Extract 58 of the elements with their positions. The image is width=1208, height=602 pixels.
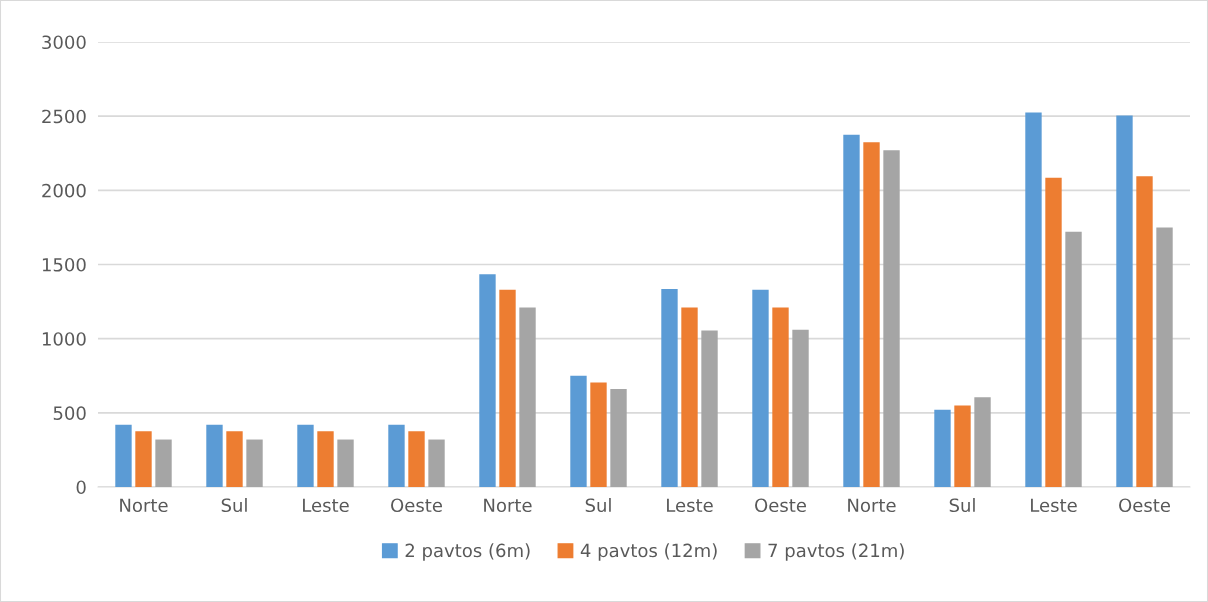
x-tick-label: Sul [949, 498, 975, 513]
bar [246, 439, 263, 487]
bar [206, 424, 223, 487]
x-tick-label: Oeste [1119, 498, 1170, 513]
bar [843, 134, 860, 487]
y-tick-label: 1000 [42, 332, 86, 346]
bar [681, 307, 698, 487]
x-tick-label: Oeste [755, 498, 806, 513]
y-tick-label: 500 [53, 406, 86, 420]
bar [1065, 231, 1082, 487]
bar [954, 405, 971, 487]
bar [1156, 227, 1173, 487]
bar [297, 424, 314, 487]
bar [590, 382, 607, 487]
bar [1025, 112, 1042, 487]
bar [428, 439, 445, 487]
x-tick-label: Leste [667, 498, 713, 513]
x-tick-label: Leste [1031, 498, 1077, 513]
bar [115, 424, 132, 487]
bar [792, 329, 809, 487]
bar [934, 409, 951, 487]
bar [610, 389, 627, 487]
legend-label: 4 pavtos (12m) [580, 543, 717, 561]
legend-label: 7 pavtos (21m) [768, 543, 904, 561]
bar [226, 431, 243, 487]
bar [408, 431, 425, 487]
bar [519, 307, 536, 487]
bar [883, 150, 900, 487]
bar [570, 375, 587, 487]
bar [863, 142, 880, 487]
bar [661, 288, 678, 487]
x-tick-label: Sul [221, 498, 247, 513]
y-tick-label: 0 [76, 480, 86, 495]
bar [135, 431, 152, 487]
y-tick-label: 1500 [42, 257, 86, 272]
bar [974, 397, 991, 487]
x-tick-label: Leste [303, 498, 349, 513]
bar [772, 307, 789, 487]
bar [479, 274, 496, 487]
y-tick-label: 3000 [42, 35, 86, 50]
bar [752, 289, 769, 487]
x-tick-label: Norte [120, 498, 168, 513]
y-tick-label: 2500 [42, 109, 86, 124]
x-tick-label: Sul [585, 498, 611, 513]
x-tick-label: Norte [848, 498, 896, 513]
bar [317, 431, 334, 487]
bar [1045, 177, 1062, 487]
bar [499, 289, 516, 487]
x-tick-label: Norte [484, 498, 532, 513]
legend-label: 2 pavtos (6m) [405, 543, 530, 561]
bar [337, 439, 354, 487]
bar [701, 330, 718, 487]
y-tick-label: 2000 [42, 183, 86, 198]
bar [1116, 115, 1133, 487]
x-tick-label: Oeste [391, 498, 442, 513]
bar [388, 424, 405, 487]
bar [1136, 176, 1153, 487]
bar [155, 439, 172, 487]
